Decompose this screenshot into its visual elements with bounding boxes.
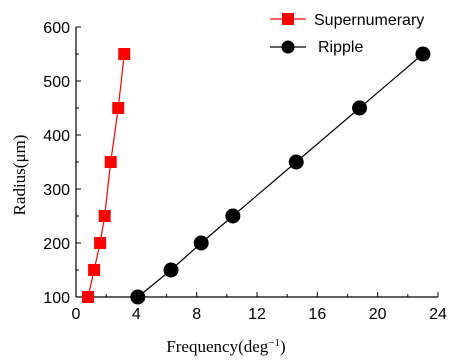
- data-point-ripple: [415, 46, 431, 62]
- x-tick-label: 24: [429, 306, 447, 323]
- x-tick-label: 20: [369, 306, 387, 323]
- data-point-supernumerary: [118, 48, 131, 60]
- x-axis-unit-close: ): [280, 337, 286, 356]
- data-point-supernumerary: [88, 264, 101, 276]
- data-point-supernumerary: [104, 156, 117, 168]
- x-tick-label: 16: [308, 306, 326, 323]
- x-tick-label: 4: [132, 306, 141, 323]
- data-point-ripple: [352, 100, 368, 116]
- x-axis-unit-open: (deg: [238, 337, 269, 356]
- legend: Supernumerary Ripple: [270, 12, 424, 56]
- data-point-supernumerary: [82, 291, 95, 303]
- data-point-supernumerary: [112, 102, 125, 114]
- y-tick-label: 400: [43, 128, 70, 145]
- x-axis-title-text: Frequency: [166, 337, 238, 356]
- data-point-ripple: [288, 154, 304, 170]
- x-axis-title: Frequency(deg−1): [166, 337, 285, 356]
- x-tick-label: 12: [248, 306, 266, 323]
- data-point-ripple: [130, 289, 146, 305]
- y-tick-label: 300: [43, 182, 70, 199]
- legend-label-ripple: Ripple: [318, 39, 363, 56]
- data-point-ripple: [225, 208, 241, 224]
- y-tick-label: 200: [43, 236, 70, 253]
- data-point-supernumerary: [98, 210, 111, 222]
- data-point-ripple: [193, 235, 209, 251]
- data-point-ripple: [163, 262, 179, 278]
- x-axis-ticks: 0 4 8 12 16 20 24: [72, 292, 447, 323]
- y-tick-label: 500: [43, 74, 70, 91]
- y-tick-label: 100: [43, 290, 70, 307]
- series-layer: [82, 46, 431, 305]
- series-supernumerary: [82, 48, 131, 303]
- series-line-supernumerary: [87, 53, 125, 298]
- y-axis-title: Radius(μm): [10, 135, 29, 216]
- y-tick-label: 600: [43, 20, 70, 37]
- x-tick-label: 0: [72, 306, 81, 323]
- legend-marker-ripple: [281, 40, 295, 54]
- data-point-supernumerary: [94, 237, 107, 249]
- x-axis-unit-exponent: −1: [268, 337, 280, 349]
- legend-label-supernumerary: Supernumerary: [314, 12, 424, 29]
- x-tick-label: 8: [192, 306, 201, 323]
- legend-item-ripple: Ripple: [270, 39, 363, 56]
- legend-item-supernumerary: Supernumerary: [270, 12, 424, 29]
- y-axis-ticks: 100 200 300 400 500 600: [43, 20, 81, 307]
- series-line-ripple: [137, 53, 424, 298]
- legend-marker-supernumerary: [282, 13, 294, 25]
- plot-area: 0 4 8 12 16 20 24 100 200 300 400 500 600: [43, 20, 447, 323]
- series-ripple: [130, 46, 431, 305]
